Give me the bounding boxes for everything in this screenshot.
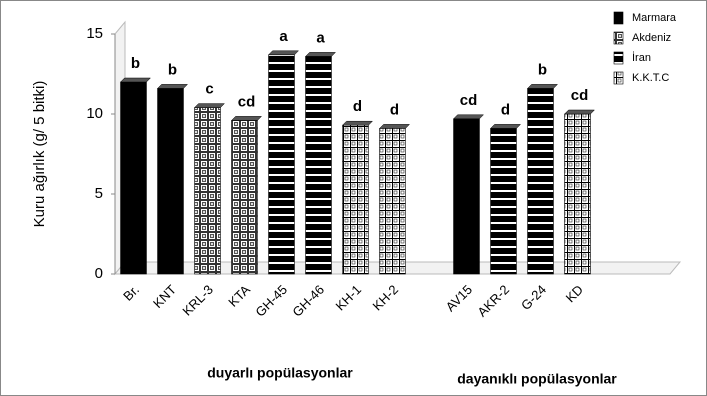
significance-letter: d — [353, 98, 362, 115]
significance-letter: a — [316, 29, 325, 46]
bar — [157, 88, 184, 275]
bar — [342, 124, 369, 275]
y-axis-label: Kuru ağırlık (g/ 5 bitki) — [31, 81, 48, 228]
legend-swatch — [613, 31, 624, 45]
legend-label: K.K.T.C — [632, 72, 669, 84]
significance-letter: a — [279, 28, 288, 45]
legend-swatch — [613, 51, 624, 65]
bar-top — [452, 114, 485, 120]
legend-swatch — [613, 71, 624, 85]
bar-top — [489, 124, 522, 129]
bar-top — [193, 103, 226, 108]
significance-letter: b — [538, 61, 547, 78]
significance-letter: c — [205, 81, 213, 98]
bar-top — [267, 50, 300, 56]
significance-letter: cd — [571, 87, 589, 104]
bar-top — [378, 124, 411, 129]
significance-letter: d — [390, 101, 399, 118]
bar-top — [230, 116, 263, 121]
bar — [564, 113, 591, 275]
bar — [453, 118, 480, 275]
group-label: dayanıklı popülasyonlar — [457, 371, 617, 387]
bar — [527, 88, 554, 275]
significance-letter: cd — [238, 93, 256, 110]
bar-top — [563, 109, 596, 115]
bar-top — [341, 120, 374, 126]
bar-top — [119, 77, 152, 83]
significance-letter: b — [168, 61, 177, 78]
y-tick-label: 10 — [86, 105, 103, 122]
bar-top — [156, 84, 189, 89]
legend-swatch — [613, 11, 624, 25]
significance-letter: b — [131, 55, 140, 72]
legend-label: Akdeniz — [632, 32, 671, 44]
legend-label: Marmara — [632, 12, 677, 24]
bar — [305, 56, 332, 275]
y-tick-label: 15 — [86, 25, 103, 42]
significance-letter: d — [501, 101, 510, 118]
bar — [231, 120, 258, 275]
bar — [490, 128, 517, 275]
significance-letter: cd — [460, 92, 478, 109]
group-label: duyarlı popülasyonlar — [207, 365, 353, 381]
y-tick-label: 0 — [95, 265, 103, 282]
y-tick-label: 5 — [95, 185, 103, 202]
bar-top — [526, 84, 559, 89]
bar — [120, 81, 147, 275]
bar — [194, 107, 221, 275]
bar — [268, 54, 295, 275]
bar — [379, 128, 406, 275]
legend-label: İran — [632, 51, 651, 64]
bar-top — [304, 52, 337, 57]
